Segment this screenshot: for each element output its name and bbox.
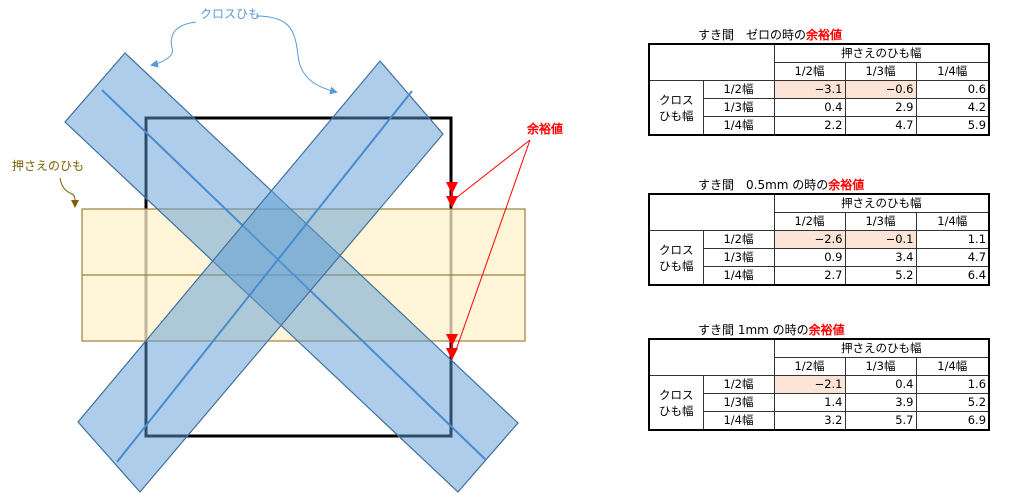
row-header: 1/4幅	[702, 411, 775, 431]
value-cell: 1.4	[773, 393, 846, 412]
margin-grid: 押さえのひも幅 1/2幅 1/3幅 1/4幅 クロス ひも幅 1/2幅 −2.6 −0.1 1.…	[648, 193, 991, 286]
cross-diagram	[59, 15, 531, 493]
corner-cell	[648, 43, 775, 81]
table-title-prefix: すき間 ゼロの時の	[698, 28, 807, 42]
col-header: 1/2幅	[773, 212, 846, 231]
row-group-header: クロス ひも幅	[648, 230, 704, 286]
holding-string-pointer	[59, 177, 80, 208]
negative-value-cell: −2.6	[773, 230, 846, 249]
value-cell: 0.6	[915, 80, 990, 99]
value-cell: 2.9	[844, 98, 917, 117]
value-cell: 1.1	[915, 230, 990, 249]
cross-string-pointer-left	[150, 21, 197, 68]
holding-string-label: 押さえのひも	[12, 159, 85, 173]
row-header: 1/4幅	[702, 266, 775, 286]
negative-value-cell: −3.1	[773, 80, 846, 99]
row-header: 1/2幅	[702, 375, 775, 394]
cross-string-centerline-2	[116, 90, 413, 463]
value-cell: 2.7	[773, 266, 846, 286]
col-group-header: 押さえのひも幅	[773, 193, 990, 213]
value-cell: 3.2	[773, 411, 846, 431]
col-group-header: 押さえのひも幅	[773, 43, 990, 63]
table-title: すき間 0.5mm の時の余裕値	[698, 176, 864, 193]
cross-string-band-2	[77, 60, 444, 493]
negative-value-cell: −0.6	[844, 80, 917, 99]
col-header: 1/4幅	[915, 357, 990, 376]
value-cell: 6.4	[915, 266, 990, 286]
value-cell: 0.4	[844, 375, 917, 394]
corner-cell	[648, 338, 775, 376]
margin-grid: 押さえのひも幅 1/2幅 1/3幅 1/4幅 クロス ひも幅 1/2幅 −3.1 −0.6 0.…	[648, 43, 991, 136]
value-cell: 4.7	[844, 116, 917, 136]
corner-cell	[648, 193, 775, 231]
col-header: 1/4幅	[915, 212, 990, 231]
cross-string-label: クロスひも	[200, 7, 261, 21]
row-group-header: クロス ひも幅	[648, 80, 704, 136]
col-header: 1/3幅	[844, 62, 917, 81]
col-header: 1/4幅	[915, 62, 990, 81]
table-title: すき間 ゼロの時の余裕値	[698, 26, 842, 43]
margin-grid: 押さえのひも幅 1/2幅 1/3幅 1/4幅 クロス ひも幅 1/2幅 −2.1 0.4 1.6…	[648, 338, 991, 431]
value-cell: 4.2	[915, 98, 990, 117]
value-cell: 3.9	[844, 393, 917, 412]
value-cell: 1.6	[915, 375, 990, 394]
row-group-header: クロス ひも幅	[648, 375, 704, 431]
value-cell: 6.9	[915, 411, 990, 431]
value-cell: 5.2	[844, 266, 917, 286]
row-header: 1/2幅	[702, 80, 775, 99]
margin-pointer-top	[455, 139, 531, 199]
col-header: 1/2幅	[773, 62, 846, 81]
negative-value-cell: −0.1	[844, 230, 917, 249]
row-header: 1/3幅	[702, 98, 775, 117]
value-cell: 3.4	[844, 248, 917, 267]
value-cell: 4.7	[915, 248, 990, 267]
value-cell: 5.9	[915, 116, 990, 136]
col-header: 1/3幅	[844, 212, 917, 231]
margin-pointer-bottom	[455, 139, 531, 351]
table-title: すき間 1mm の時の余裕値	[698, 321, 845, 338]
col-header: 1/3幅	[844, 357, 917, 376]
margin-label: 余裕値	[527, 122, 564, 136]
table-title-highlight: 余裕値	[808, 323, 845, 337]
col-header: 1/2幅	[773, 357, 846, 376]
row-header: 1/4幅	[702, 116, 775, 136]
col-group-header: 押さえのひも幅	[773, 338, 990, 358]
row-header: 1/3幅	[702, 393, 775, 412]
value-cell: 0.4	[773, 98, 846, 117]
cross-string-pointer-right	[255, 15, 338, 95]
value-cell: 5.2	[915, 393, 990, 412]
table-title-highlight: 余裕値	[806, 28, 843, 42]
negative-value-cell: −2.1	[773, 375, 846, 394]
value-cell: 5.7	[844, 411, 917, 431]
row-header: 1/3幅	[702, 248, 775, 267]
table-title-prefix: すき間 0.5mm の時の	[698, 178, 829, 192]
table-title-prefix: すき間 1mm の時の	[698, 323, 809, 337]
table-title-highlight: 余裕値	[828, 178, 865, 192]
value-cell: 2.2	[773, 116, 846, 136]
value-cell: 0.9	[773, 248, 846, 267]
row-header: 1/2幅	[702, 230, 775, 249]
